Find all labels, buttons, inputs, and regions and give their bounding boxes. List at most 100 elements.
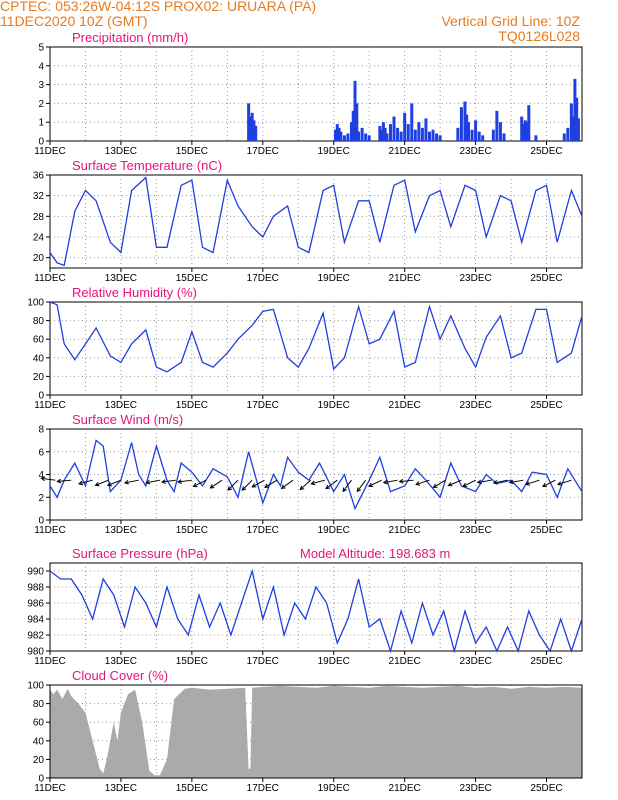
precip-bar xyxy=(571,116,575,141)
precip-xtick-label: 23DEC xyxy=(459,146,491,157)
precip-bar xyxy=(248,116,252,141)
temp-title: Surface Temperature (nC) xyxy=(72,158,222,173)
wind-ytick-label: 4 xyxy=(38,470,44,481)
cloud-area xyxy=(50,685,582,778)
wind-arrow-head xyxy=(462,482,468,488)
wind-arrow xyxy=(325,479,338,489)
temp-xtick-label: 21DEC xyxy=(389,273,421,284)
precip-frame xyxy=(49,46,583,142)
rh-ytick-label: 80 xyxy=(33,316,45,327)
precip-ytick-label: 5 xyxy=(38,43,44,54)
wind-arrow-head xyxy=(525,481,531,486)
precip-bar xyxy=(342,135,346,141)
wind-line xyxy=(49,439,583,511)
rh-xtick-label: 23DEC xyxy=(459,400,491,411)
pres-ytick-label: 980 xyxy=(27,647,44,658)
wind-arrow xyxy=(557,479,572,485)
cloud-ytick-label: 80 xyxy=(33,699,45,710)
wind-arrow xyxy=(542,479,556,487)
wind-arrow-head xyxy=(78,480,84,486)
precip-bar xyxy=(502,133,506,141)
precip-bar xyxy=(353,80,357,141)
rh-xtick-label: 15DEC xyxy=(176,400,208,411)
precip-xtick-label: 11DEC xyxy=(34,146,66,157)
temp-xtick-label: 15DEC xyxy=(176,273,208,284)
wind-arrow xyxy=(57,479,72,482)
precip-bar xyxy=(438,135,442,141)
precip-bar xyxy=(534,135,538,141)
wind-arrow xyxy=(161,479,176,483)
pres-ytick-label: 988 xyxy=(27,583,44,594)
wind-xtick-label: 21DEC xyxy=(389,525,421,536)
precip-bar xyxy=(406,124,410,141)
precip-bar xyxy=(463,101,467,141)
wind-arrow xyxy=(252,479,265,488)
cloud-ytick-label: 0 xyxy=(38,774,44,785)
temp-ytick-label: 36 xyxy=(33,171,45,182)
pres-xtick-label: 17DEC xyxy=(247,656,279,667)
pres-xtick-label: 19DEC xyxy=(318,656,350,667)
precip-bar xyxy=(383,127,387,141)
cloud-xtick-label: 21DEC xyxy=(389,783,421,794)
rh-line xyxy=(49,301,583,373)
wind-arrow xyxy=(41,477,56,481)
wind-arrow xyxy=(342,479,352,492)
pres-subtitle: Model Altitude: 198.683 m xyxy=(300,546,450,561)
wind-arrow xyxy=(311,479,325,485)
header-model-code: TQ0126L028 xyxy=(498,28,580,44)
precip-bar xyxy=(465,114,469,141)
precip-bar xyxy=(562,133,566,141)
rh-title: Relative Humidity (%) xyxy=(72,285,197,300)
wind-arrow xyxy=(399,479,414,483)
precip-bar xyxy=(427,131,431,141)
wind-ytick-label: 0 xyxy=(38,516,44,527)
precip-xtick-label: 19DEC xyxy=(318,146,350,157)
rh-frame xyxy=(49,301,583,396)
precip-bar xyxy=(498,122,502,141)
wind-arrow xyxy=(433,479,446,488)
precip-bar xyxy=(357,131,361,141)
wind-arrow xyxy=(477,479,492,483)
wind-arrow-head xyxy=(241,486,247,491)
wind-arrow xyxy=(107,479,122,486)
wind-title: Surface Wind (m/s) xyxy=(72,412,183,427)
wind-arrow xyxy=(193,479,207,487)
wind-arrow xyxy=(525,479,540,485)
header-date: 11DEC2020 10Z (GMT) xyxy=(0,13,148,29)
rh-xtick-label: 21DEC xyxy=(389,400,421,411)
wind-arrow xyxy=(227,479,239,491)
temp-xtick-label: 19DEC xyxy=(318,273,350,284)
precip-bar xyxy=(459,107,463,141)
wind-ytick-label: 2 xyxy=(38,493,44,504)
precip-bar xyxy=(334,129,338,141)
temp-line xyxy=(49,176,583,267)
wind-arrow xyxy=(383,479,398,484)
precip-bar xyxy=(399,131,403,141)
wind-arrow-head xyxy=(160,479,166,484)
rh-xtick-label: 13DEC xyxy=(105,400,137,411)
wind-arrow-head xyxy=(192,482,198,488)
temp-ytick-label: 28 xyxy=(33,212,45,223)
temp-ytick-label: 24 xyxy=(33,233,45,244)
precip-ytick-label: 1 xyxy=(38,118,44,129)
wind-xtick-label: 23DEC xyxy=(459,525,491,536)
header-grid-note: Vertical Grid Line: 10Z xyxy=(441,13,580,29)
temp-xtick-label: 25DEC xyxy=(530,273,562,284)
precip-bar xyxy=(431,129,435,141)
wind-arrow xyxy=(299,479,312,490)
precip-bar xyxy=(250,112,254,141)
temp-xtick-label: 11DEC xyxy=(34,273,66,284)
wind-arrow-head xyxy=(227,486,233,491)
wind-arrow xyxy=(356,479,367,492)
rh-xtick-label: 17DEC xyxy=(247,400,279,411)
precip-bar xyxy=(417,122,421,141)
wind-arrow-head xyxy=(541,482,547,488)
wind-arrow-head xyxy=(508,479,514,485)
precip-bar xyxy=(566,127,570,141)
wind-arrow-head xyxy=(432,483,438,488)
wind-arrow xyxy=(78,479,93,485)
precip-bar xyxy=(364,133,368,141)
wind-arrow-head xyxy=(264,483,269,488)
precip-ytick-label: 0 xyxy=(38,137,44,148)
precip-bar xyxy=(247,103,251,141)
